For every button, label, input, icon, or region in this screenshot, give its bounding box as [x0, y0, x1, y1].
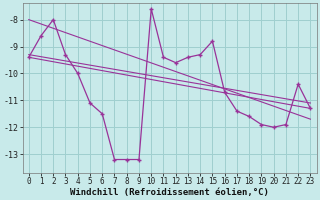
X-axis label: Windchill (Refroidissement éolien,°C): Windchill (Refroidissement éolien,°C) [70, 188, 269, 197]
